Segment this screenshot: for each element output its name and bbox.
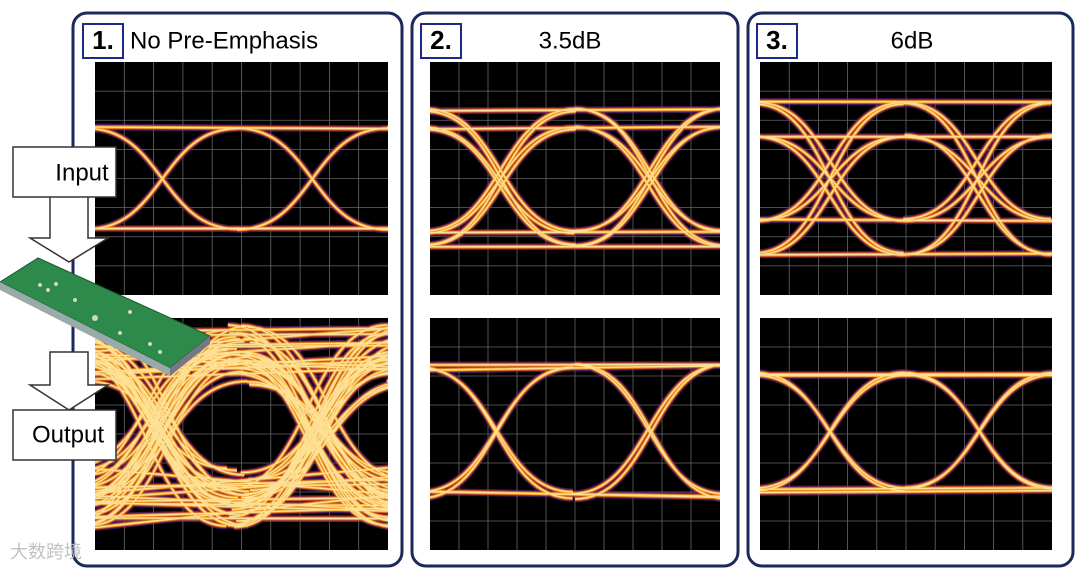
output-label: Output (32, 421, 104, 448)
eye-trace (760, 100, 1052, 256)
eye-diagram (760, 318, 1052, 550)
panel-number: 1. (92, 25, 114, 55)
number-badge (756, 23, 798, 59)
eye-trace (95, 126, 388, 231)
panel-number: 2. (430, 25, 452, 55)
eye-diagram (430, 318, 720, 550)
number-badge (420, 23, 462, 59)
panel-title: 3.5dB (539, 27, 602, 54)
eye-trace (430, 107, 720, 248)
number-badge (82, 23, 124, 59)
eye-traces (95, 123, 388, 234)
panel-title: 6dB (891, 27, 934, 54)
panel-title: No Pre-Emphasis (130, 27, 318, 54)
eye-diagram (760, 62, 1052, 295)
input-callout: Input (12, 146, 117, 263)
watermark: 大数跨境 (10, 542, 82, 562)
input-label: Input (55, 159, 109, 186)
eye-diagram (95, 62, 388, 295)
eye-trace (430, 363, 720, 500)
eye-trace (95, 324, 388, 529)
pcb-board (0, 257, 211, 376)
eye-traces (760, 369, 1052, 496)
eye-diagram (430, 62, 720, 295)
eye-traces (95, 321, 388, 532)
eye-trace (760, 371, 1052, 494)
panel-number: 3. (766, 25, 788, 55)
output-callout: Output (12, 351, 117, 461)
eye-traces (760, 98, 1052, 259)
scopes (95, 62, 1052, 550)
eye-traces (430, 360, 720, 503)
eye-traces (430, 105, 720, 251)
